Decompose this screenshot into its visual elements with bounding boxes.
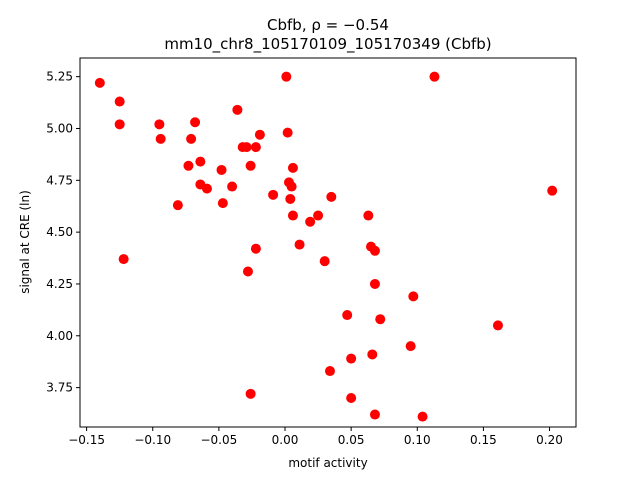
data-point	[232, 104, 243, 115]
x-tick-label: 0.05	[338, 433, 365, 447]
y-axis-label: signal at CRE (ln)	[18, 190, 32, 294]
data-point	[408, 291, 419, 302]
data-point	[201, 183, 212, 194]
x-tick-label: 0.00	[272, 433, 299, 447]
x-tick-label: 0.15	[470, 433, 497, 447]
x-axis-label: motif activity	[288, 456, 367, 470]
data-point	[417, 411, 428, 422]
data-point	[369, 278, 380, 289]
data-point	[245, 388, 256, 399]
data-point	[94, 77, 105, 88]
data-point	[250, 142, 261, 153]
x-tick-label: −0.10	[134, 433, 171, 447]
plot-frame	[79, 57, 577, 428]
y-tick-label: 5.00	[46, 121, 73, 135]
data-point	[186, 133, 197, 144]
data-point	[242, 266, 253, 277]
chart-title: Cbfb, ρ = −0.54	[267, 16, 389, 34]
data-point	[172, 200, 183, 211]
chart-subtitle: mm10_chr8_105170109_105170349 (Cbfb)	[164, 35, 491, 54]
y-tick-label: 4.50	[46, 225, 73, 239]
data-point	[367, 349, 378, 360]
data-point	[313, 210, 324, 221]
x-tick-label: −0.15	[68, 433, 105, 447]
data-point	[216, 164, 227, 175]
data-point	[114, 96, 125, 107]
data-point	[281, 71, 292, 82]
data-point	[254, 129, 265, 140]
data-point	[241, 142, 252, 153]
x-tick-label: −0.05	[200, 433, 237, 447]
data-point	[324, 366, 335, 377]
data-point	[286, 181, 297, 192]
data-point	[114, 119, 125, 130]
data-point	[268, 189, 279, 200]
data-point	[287, 210, 298, 221]
data-point	[250, 243, 261, 254]
data-point	[154, 119, 165, 130]
data-point	[363, 210, 374, 221]
data-point	[346, 353, 357, 364]
data-point	[287, 162, 298, 173]
data-point	[326, 191, 337, 202]
data-point	[227, 181, 238, 192]
data-point	[195, 156, 206, 167]
data-point	[369, 245, 380, 256]
data-point	[285, 193, 296, 204]
y-tick-label: 4.75	[46, 173, 73, 187]
y-axis: 3.75 4.00 4.25 4.50 4.75 5.00 5.25	[46, 70, 80, 395]
data-point	[405, 341, 416, 352]
data-point	[190, 117, 201, 128]
data-point	[429, 71, 440, 82]
data-point	[319, 256, 330, 267]
data-point	[282, 127, 293, 138]
data-points	[94, 71, 558, 422]
data-point	[183, 160, 194, 171]
y-tick-label: 5.25	[46, 70, 73, 84]
y-tick-label: 4.25	[46, 277, 73, 291]
y-tick-label: 4.00	[46, 329, 73, 343]
data-point	[217, 198, 228, 209]
data-point	[118, 254, 129, 265]
x-tick-label: 0.10	[404, 433, 431, 447]
data-point	[492, 320, 503, 331]
data-point	[155, 133, 166, 144]
x-tick-label: 0.20	[536, 433, 563, 447]
data-point	[346, 392, 357, 403]
data-point	[245, 160, 256, 171]
x-axis: −0.15 −0.10 −0.05 0.00 0.05 0.10 0.15 0.20	[68, 427, 563, 447]
data-point	[294, 239, 305, 250]
data-point	[369, 409, 380, 420]
data-point	[305, 216, 316, 227]
data-point	[547, 185, 558, 196]
data-point	[342, 310, 353, 321]
data-point	[375, 314, 386, 325]
y-tick-label: 3.75	[46, 381, 73, 395]
